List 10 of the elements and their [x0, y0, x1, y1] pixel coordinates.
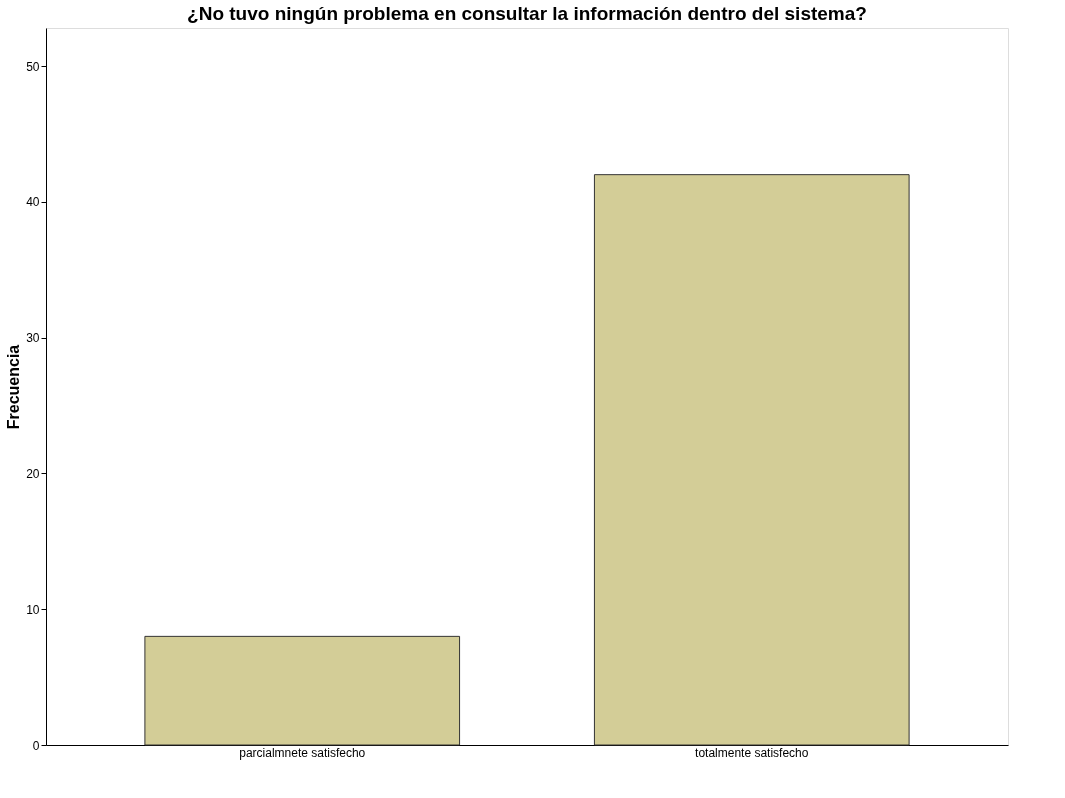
- y-tick-label: 20: [26, 466, 40, 481]
- y-tick-label: 30: [26, 331, 40, 346]
- y-axis-title: Frecuencia: [5, 344, 23, 430]
- y-tick-label: 10: [26, 602, 40, 617]
- y-tick-label: 40: [26, 195, 40, 210]
- y-tick-label: 50: [26, 59, 40, 74]
- y-tick-label: 0: [32, 738, 40, 753]
- x-tick-label: parcialmnete satisfecho: [239, 745, 366, 760]
- x-tick-label: totalmente satisfecho: [695, 745, 809, 760]
- chart-title: ¿No tuvo ningún problema en consultar la información dentro del sistema?: [187, 3, 867, 24]
